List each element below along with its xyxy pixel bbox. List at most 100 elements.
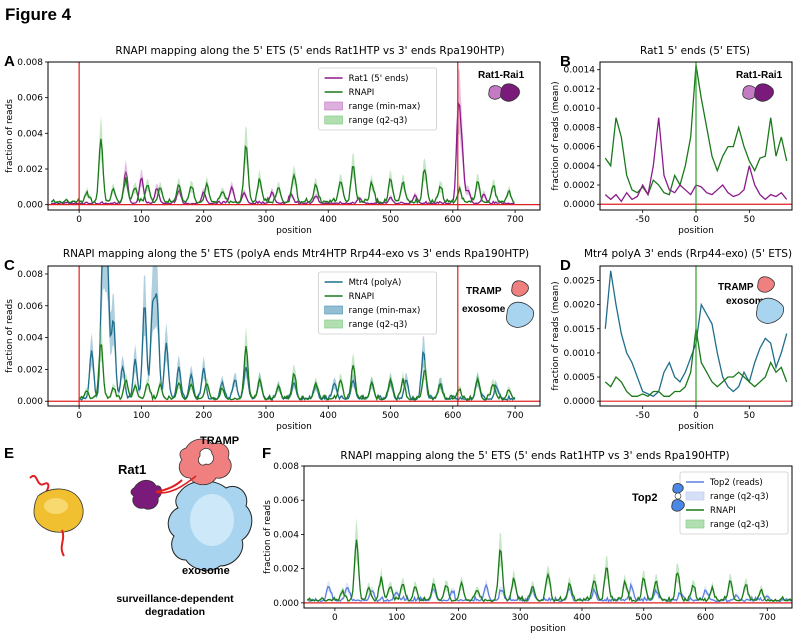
- rna-link-rat1: [155, 479, 183, 493]
- legend-label-a-3: range (q2-q3): [349, 116, 408, 126]
- series-line-f-1: [306, 539, 792, 603]
- plot-area-c: [48, 266, 540, 406]
- xtick-label-c-4: 400: [320, 411, 337, 421]
- legend-swatch-a-3: [324, 115, 343, 125]
- xtick-label-a-7: 700: [506, 215, 523, 225]
- legend-swatch-f-1: [685, 491, 705, 501]
- legend-label-c-0: Mtr4 (polyA): [349, 278, 402, 288]
- ytick-label-b-2: 0.0004: [564, 162, 596, 172]
- xtick-label-f-2: 200: [450, 613, 467, 623]
- xtick-label-f-6: 600: [697, 613, 714, 623]
- panel-letter-c: C: [4, 257, 15, 274]
- legend-label-c-1: RNAPI: [349, 292, 375, 302]
- ytick-label-f-4: 0.008: [273, 462, 299, 472]
- xtick-label-d-1: 0: [693, 411, 699, 421]
- legend-swatch-f-3: [685, 519, 705, 529]
- ytick-label-b-7: 0.0014: [564, 66, 596, 76]
- chart-f: 0 100 200 300 400 500 600 700 0.000 0.002 0.004 0.0…: [263, 462, 793, 634]
- ytick-label-a-4: 0.008: [17, 58, 43, 68]
- panel-f: F RNAPI mapping along the 5' ETS (5' end…: [262, 445, 730, 462]
- chart-d: -50 0 50 0.0000 0.0005 0.0010 0.0015 0.0020 0.00…: [551, 265, 793, 432]
- rai1-blob-b: [742, 85, 758, 100]
- xtick-label-a-4: 400: [320, 215, 337, 225]
- panel-c: C RNAPI mapping along the 5' ETS (polyA …: [4, 248, 529, 274]
- panel-letter-a: A: [4, 53, 15, 70]
- xtick-label-b-2: 50: [744, 215, 756, 225]
- plot-area-f: [304, 517, 792, 604]
- band-a-0: [51, 68, 515, 205]
- exosome-label: exosome: [182, 565, 230, 577]
- ytick-label-b-3: 0.0006: [564, 143, 596, 153]
- ytick-label-f-1: 0.002: [273, 565, 299, 575]
- ytick-label-f-2: 0.004: [273, 530, 299, 540]
- ytick-label-b-6: 0.0012: [564, 85, 596, 95]
- ylabel-d: fraction of reads (mean): [551, 281, 561, 390]
- xtick-label-c-7: 700: [506, 411, 523, 421]
- cartoon-b: Rat1-Rai1: [736, 70, 783, 102]
- panel-b: B Rat1 5' ends (5' ETS): [560, 45, 750, 70]
- xtick-label-d-0: -50: [635, 411, 650, 421]
- ytick-label-c-1: 0.002: [17, 365, 43, 375]
- chart-b: -50 0 50 0.0000 0.0002 0.0004 0.0006 0.0008 0.00…: [551, 61, 793, 236]
- ytick-label-d-2: 0.0010: [564, 349, 596, 359]
- chart-a: 0 100 200 300 400 500 600 700 0.000 0.002 0.004 0.0…: [5, 58, 541, 236]
- legend-label-f-3: range (q2-q3): [710, 520, 769, 530]
- rna-strand-2: [60, 529, 65, 557]
- ytick-label-f-3: 0.006: [273, 496, 299, 506]
- panel-d-title: Mtr4 polyA 3' ends (Rrp44-exo) (5' ETS): [584, 248, 792, 260]
- cartoon-a: Rat1-Rai1: [478, 70, 525, 102]
- ylabel-f: fraction of reads: [263, 500, 273, 574]
- xtick-label-a-3: 300: [257, 215, 274, 225]
- legend-box-a: [318, 67, 438, 131]
- frame-a: [47, 61, 541, 211]
- legend-swatch-c-3: [324, 319, 343, 329]
- panel-f-title: RNAPI mapping along the 5' ETS (5' ends …: [340, 450, 729, 462]
- ytick-label-b-5: 0.0010: [564, 104, 596, 114]
- rat1-blob: [130, 479, 162, 510]
- rat1-blob-b: [754, 83, 774, 102]
- band-c-0: [79, 266, 516, 401]
- plot-area-a: [48, 62, 540, 210]
- series-line-c-1: [78, 344, 516, 402]
- plot-area-b: [600, 62, 792, 210]
- series-line-a-1: [50, 138, 515, 205]
- xtick-label-f-0: 0: [332, 613, 338, 623]
- tramp-label: TRAMP: [200, 435, 239, 447]
- ytick-label-c-2: 0.004: [17, 334, 43, 344]
- ytick-label-a-2: 0.004: [17, 129, 43, 139]
- xtick-label-c-0: 0: [76, 411, 82, 421]
- legend-label-c-2: range (min-max): [349, 306, 421, 316]
- top2-label-f: Top2: [632, 492, 657, 504]
- band-a-1: [51, 115, 515, 204]
- panel-letter-f: F: [262, 445, 271, 462]
- rna-link-tramp: [155, 475, 197, 494]
- ytick-label-d-4: 0.0020: [564, 301, 596, 311]
- caption-line-1: surveillance-dependent: [116, 593, 234, 605]
- tramp-blob-d: [757, 276, 775, 293]
- panel-a: A RNAPI mapping along the 5' ETS (5' end…: [4, 45, 505, 70]
- top2-hole: [674, 492, 682, 500]
- ytick-label-b-0: 0.0000: [564, 200, 596, 210]
- frame-f: [303, 465, 793, 609]
- figure-title: Figure 4: [5, 5, 72, 24]
- ytick-label-c-4: 0.008: [17, 270, 43, 280]
- panel-letter-d: D: [560, 257, 571, 274]
- tramp-label-c: TRAMP: [466, 286, 502, 297]
- exosome-label-c: exosome: [462, 304, 506, 315]
- ytick-label-c-0: 0.000: [17, 397, 43, 407]
- ytick-label-a-3: 0.006: [17, 94, 43, 104]
- tramp-label-d: TRAMP: [718, 282, 754, 293]
- xtick-label-b-0: -50: [635, 215, 650, 225]
- legend-label-a-1: RNAPI: [349, 88, 375, 98]
- ylabel-a: fraction of reads: [5, 99, 15, 173]
- legend-label-a-2: range (min-max): [349, 102, 421, 112]
- top2-blob-top: [672, 483, 684, 494]
- xtick-label-a-2: 200: [195, 215, 212, 225]
- ytick-label-c-3: 0.006: [17, 302, 43, 312]
- rat1-blob-a: [500, 83, 520, 102]
- xtick-label-a-1: 100: [133, 215, 150, 225]
- ytick-label-d-3: 0.0015: [564, 325, 596, 335]
- ytick-label-a-0: 0.000: [17, 201, 43, 211]
- xlabel-f: position: [530, 624, 566, 634]
- panel-letter-e: E: [4, 445, 14, 462]
